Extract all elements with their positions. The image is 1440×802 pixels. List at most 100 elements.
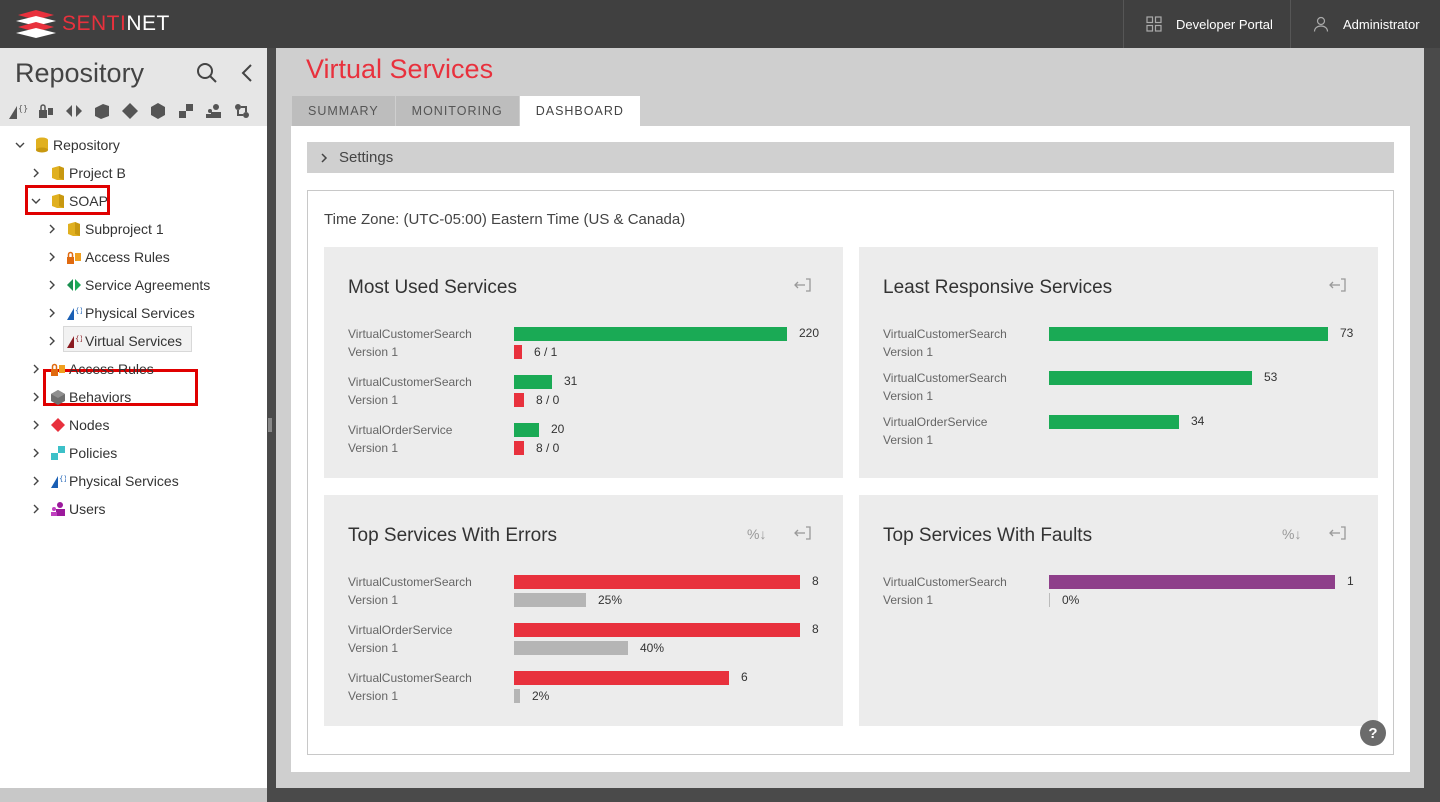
service-label[interactable]: VirtualCustomerSearch Version 1: [883, 573, 1007, 609]
chevron-right-icon[interactable]: [44, 223, 60, 235]
sidebar-header: Repository {}: [0, 48, 267, 126]
database-icon: [34, 137, 50, 153]
tab-dashboard[interactable]: DASHBOARD: [519, 96, 641, 126]
new-policy-icon[interactable]: [172, 100, 200, 122]
chevron-down-icon[interactable]: [12, 139, 28, 151]
chevron-right-icon[interactable]: [28, 167, 44, 179]
service-bar-row: VirtualOrderService Version 1 20 8 / 0: [348, 421, 828, 461]
service-bar-row: VirtualOrderService Version 1 34: [883, 413, 1363, 453]
value-bar: [1049, 327, 1328, 341]
new-agreement-icon[interactable]: [60, 100, 88, 122]
new-folder-icon[interactable]: [88, 100, 116, 122]
chevron-right-icon[interactable]: [44, 307, 60, 319]
tree-node-nodes[interactable]: Nodes: [28, 413, 109, 437]
virtual-service-icon: {}: [66, 333, 82, 349]
chevron-right-icon[interactable]: [44, 251, 60, 263]
service-label[interactable]: VirtualCustomerSearch Version 1: [883, 369, 1007, 405]
service-label[interactable]: VirtualCustomerSearch Version 1: [348, 573, 472, 609]
developer-portal-link[interactable]: Developer Portal: [1146, 0, 1273, 48]
value-bar: [514, 423, 539, 437]
service-name: VirtualCustomerSearch: [348, 327, 472, 341]
tree-node-virtual-services[interactable]: {} Virtual Services: [44, 329, 182, 353]
service-label[interactable]: VirtualCustomerSearch Version 1: [348, 325, 472, 361]
export-icon[interactable]: [794, 526, 812, 540]
tree-node-repository[interactable]: Repository: [12, 133, 120, 157]
service-label[interactable]: VirtualCustomerSearch Version 1: [348, 669, 472, 705]
export-icon[interactable]: [1329, 278, 1347, 292]
tree-node-project-b[interactable]: Project B: [28, 161, 126, 185]
user-menu[interactable]: Administrator: [1313, 0, 1420, 48]
export-icon[interactable]: [1329, 526, 1347, 540]
collapse-sidebar-icon[interactable]: [240, 62, 254, 89]
tree-node-label: SOAP: [69, 193, 108, 209]
new-access-rule-icon[interactable]: [32, 100, 60, 122]
value-label: 34: [1191, 414, 1205, 428]
card-title: Most Used Services: [348, 277, 517, 298]
service-label[interactable]: VirtualOrderService Version 1: [348, 621, 452, 657]
sort-percent-button[interactable]: %↓: [747, 526, 767, 542]
user-name: Administrator: [1343, 16, 1420, 32]
service-label[interactable]: VirtualCustomerSearch Version 1: [883, 325, 1007, 361]
tree-node-access-rules-root[interactable]: Access Rules: [28, 357, 154, 381]
tree-node-policies[interactable]: Policies: [28, 441, 117, 465]
secondary-bar: [514, 689, 520, 703]
sidebar-title: Repository: [15, 58, 145, 88]
chevron-right-icon[interactable]: [44, 279, 60, 291]
tab-monitoring[interactable]: MONITORING: [395, 96, 520, 126]
grid-icon: [1146, 16, 1162, 32]
service-version: Version 1: [883, 433, 934, 447]
chevron-right-icon[interactable]: [44, 335, 60, 347]
sort-percent-button[interactable]: %↓: [1282, 526, 1302, 542]
tree-node-behaviors[interactable]: Behaviors: [28, 385, 131, 409]
service-bar-row: VirtualCustomerSearch Version 1 8 25%: [348, 573, 828, 613]
secondary-bar: [514, 393, 524, 407]
chevron-right-icon[interactable]: [28, 475, 44, 487]
new-node-icon[interactable]: [116, 100, 144, 122]
new-behavior-icon[interactable]: [144, 100, 172, 122]
logo-icon: [16, 10, 56, 38]
tree-node-service-agreements[interactable]: Service Agreements: [44, 273, 210, 297]
value-bar: [514, 327, 787, 341]
secondary-label: 25%: [598, 593, 623, 607]
service-label[interactable]: VirtualOrderService Version 1: [883, 413, 987, 449]
tree-node-users[interactable]: Users: [28, 497, 106, 521]
new-user-icon[interactable]: [200, 100, 228, 122]
value-bar: [1049, 575, 1335, 589]
service-label[interactable]: VirtualOrderService Version 1: [348, 421, 452, 457]
export-icon[interactable]: [794, 278, 812, 292]
service-name: VirtualCustomerSearch: [348, 671, 472, 685]
chevron-right-icon[interactable]: [28, 503, 44, 515]
dashboard-content: Settings Time Zone: (UTC-05:00) Eastern …: [291, 126, 1410, 772]
new-group-icon[interactable]: [228, 100, 256, 122]
service-name: VirtualOrderService: [348, 623, 453, 637]
sentinet-logo[interactable]: SENTINET: [14, 8, 170, 40]
chevron-right-icon[interactable]: [28, 419, 44, 431]
new-physical-service-icon[interactable]: {}: [4, 100, 32, 122]
settings-expander[interactable]: Settings: [307, 142, 1394, 173]
agreement-icon: [66, 277, 82, 293]
chevron-right-icon[interactable]: [28, 391, 44, 403]
help-button[interactable]: ?: [1360, 720, 1386, 746]
tree-node-soap[interactable]: SOAP: [28, 189, 108, 213]
lock-icon: [50, 361, 66, 377]
tree-node-physical-services[interactable]: {} Physical Services: [44, 301, 195, 325]
tree-node-label: Policies: [69, 445, 118, 461]
tree-node-access-rules[interactable]: Access Rules: [44, 245, 170, 269]
tree-node-physical-services-root[interactable]: {} Physical Services: [28, 469, 179, 493]
tree-node-label: Behaviors: [69, 389, 132, 405]
folder-icon: [50, 165, 66, 181]
search-icon[interactable]: [196, 62, 218, 89]
service-bar-row: VirtualCustomerSearch Version 1 73: [883, 325, 1363, 365]
value-label: 20: [551, 422, 565, 436]
service-label[interactable]: VirtualCustomerSearch Version 1: [348, 373, 472, 409]
service-bar-row: VirtualCustomerSearch Version 1 1 0%: [883, 573, 1363, 613]
sidebar-resize-handle[interactable]: [268, 418, 272, 432]
tree-node-subproject-1[interactable]: Subproject 1: [44, 217, 164, 241]
value-label: 8: [812, 574, 819, 588]
chevron-down-icon[interactable]: [28, 195, 44, 207]
chevron-right-icon[interactable]: [28, 363, 44, 375]
users-icon: [50, 501, 66, 517]
tab-summary[interactable]: SUMMARY: [292, 96, 396, 126]
value-label: 1: [1347, 574, 1354, 588]
chevron-right-icon[interactable]: [28, 447, 44, 459]
